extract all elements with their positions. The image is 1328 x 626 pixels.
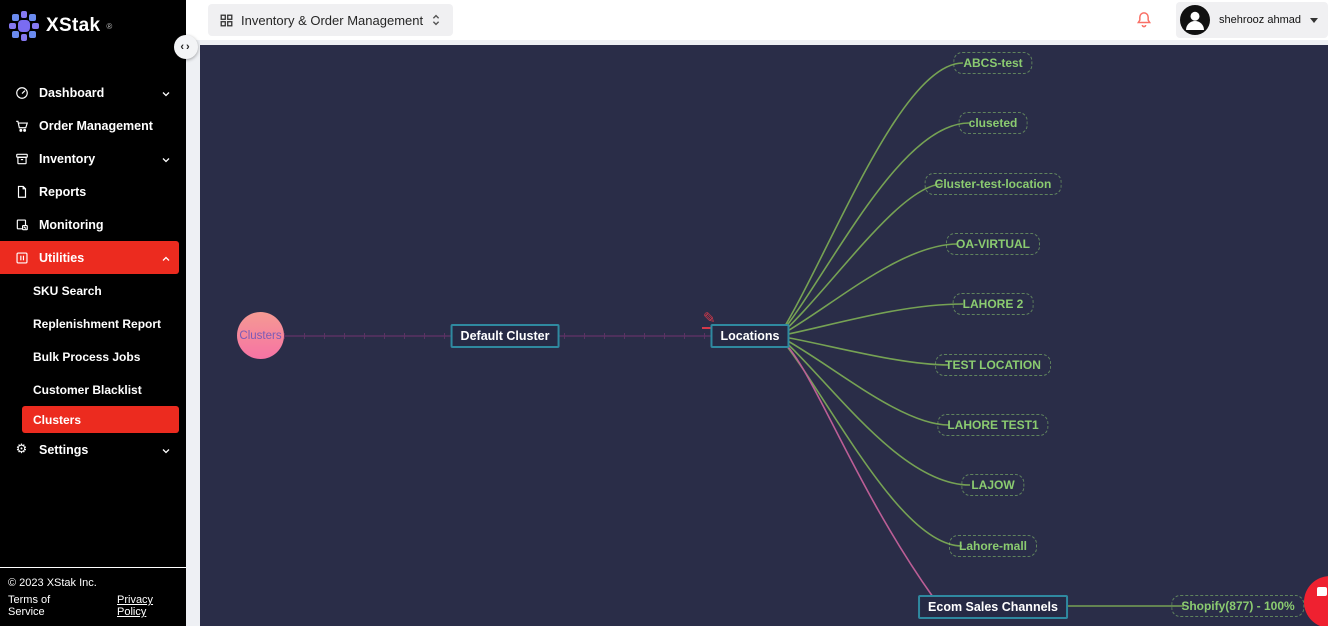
edge-to-ecom-sales-channels bbox=[778, 337, 934, 598]
user-menu[interactable]: shehrooz ahmad bbox=[1176, 2, 1328, 38]
sidebar-nav: Dashboard Order Management Inventory bbox=[0, 76, 186, 466]
sidebar-item-sku-search[interactable]: SKU Search bbox=[0, 274, 186, 307]
gear-icon: ⚙ bbox=[15, 442, 28, 457]
sidebar-item-customer-blacklist[interactable]: Customer Blacklist bbox=[0, 373, 186, 406]
sidebar-item-bulk-process-jobs[interactable]: Bulk Process Jobs bbox=[0, 340, 186, 373]
node-ecom-sales-channels[interactable]: Ecom Sales Channels bbox=[918, 595, 1068, 619]
privacy-policy-link[interactable]: Privacy Policy bbox=[117, 594, 154, 618]
app-switcher-button[interactable]: Inventory & Order Management bbox=[208, 4, 454, 36]
chevron-down-icon bbox=[160, 87, 172, 99]
node-locations[interactable]: Locations bbox=[710, 324, 790, 348]
cart-icon bbox=[14, 118, 29, 133]
location-node-lahore-2[interactable]: LAHORE 2 bbox=[952, 293, 1034, 315]
sidebar-item-inventory[interactable]: Inventory bbox=[0, 142, 186, 175]
caret-down-icon bbox=[1310, 17, 1318, 23]
sidebar-subitem-label: Replenishment Report bbox=[33, 316, 162, 331]
sidebar: XStak ® Dashboard Order Management Inven… bbox=[0, 0, 186, 626]
sidebar-item-clusters[interactable]: Clusters bbox=[22, 406, 179, 433]
edge-to-cluseted bbox=[778, 122, 970, 337]
node-label: Ecom Sales Channels bbox=[928, 600, 1058, 614]
sidebar-item-reports[interactable]: Reports bbox=[0, 175, 186, 208]
sidebar-collapse-toggle[interactable]: ‹› bbox=[174, 35, 198, 59]
terms-of-service-link[interactable]: Terms of Service bbox=[8, 594, 51, 618]
main-area: Inventory & Order Management shehrooz ah… bbox=[186, 0, 1328, 626]
chevron-up-icon bbox=[160, 252, 172, 264]
inventory-icon bbox=[14, 151, 29, 166]
sidebar-subitem-label: Customer Blacklist bbox=[33, 382, 142, 397]
sidebar-item-label: Reports bbox=[39, 184, 87, 199]
sidebar-item-utilities[interactable]: Utilities bbox=[0, 241, 179, 274]
dashboard-icon bbox=[14, 85, 29, 100]
root-node-clusters[interactable]: Clusters bbox=[237, 312, 284, 359]
sidebar-subitem-label: Bulk Process Jobs bbox=[33, 349, 141, 364]
sidebar-subitem-label: SKU Search bbox=[33, 283, 102, 298]
grid-icon bbox=[220, 14, 233, 26]
chevron-down-icon bbox=[160, 444, 172, 456]
chevron-down-icon bbox=[160, 153, 172, 165]
brand-logo[interactable]: XStak ® bbox=[0, 0, 186, 42]
edge-to-lahore-test1 bbox=[778, 335, 950, 426]
location-node-cluster-test-location[interactable]: Cluster-test-location bbox=[924, 173, 1062, 195]
sidebar-item-monitoring[interactable]: Monitoring bbox=[0, 208, 186, 241]
sidebar-item-label: Utilities bbox=[39, 250, 85, 265]
reports-icon bbox=[14, 184, 29, 199]
sidebar-item-label: Order Management bbox=[39, 118, 153, 133]
node-label: Locations bbox=[720, 329, 780, 343]
sidebar-item-label: Dashboard bbox=[39, 85, 105, 100]
location-node-lahore-test1[interactable]: LAHORE TEST1 bbox=[937, 414, 1049, 436]
root-node-label: Clusters bbox=[239, 329, 282, 342]
sidebar-item-replenishment-report[interactable]: Replenishment Report bbox=[0, 307, 186, 340]
sort-arrows-icon bbox=[432, 14, 440, 26]
edge-to-abcs-test bbox=[778, 62, 964, 337]
avatar bbox=[1180, 5, 1211, 35]
location-node-lahore-mall[interactable]: Lahore-mall bbox=[948, 535, 1038, 557]
utilities-icon bbox=[14, 250, 29, 265]
edge-to-test-location bbox=[778, 335, 950, 366]
edit-icon[interactable]: ✎ bbox=[702, 309, 717, 329]
edge-to-lajow bbox=[778, 335, 971, 486]
user-name: shehrooz ahmad bbox=[1219, 14, 1301, 26]
xstak-logo-icon bbox=[9, 11, 39, 41]
collapse-icon: ‹› bbox=[180, 41, 192, 53]
location-node-lajow[interactable]: LAJOW bbox=[961, 474, 1025, 496]
edge-to-lahore-2 bbox=[778, 303, 964, 337]
sidebar-item-order-management[interactable]: Order Management bbox=[0, 109, 186, 142]
sidebar-subitem-label: Clusters bbox=[33, 412, 82, 427]
node-default-cluster[interactable]: Default Cluster bbox=[450, 324, 560, 348]
location-node-abcs-test[interactable]: ABCS-test bbox=[953, 52, 1033, 74]
sidebar-item-label: Monitoring bbox=[39, 217, 104, 232]
brand-name: XStak bbox=[46, 15, 101, 36]
sidebar-footer: © 2023 XStak Inc. Terms of Service Priva… bbox=[0, 567, 186, 626]
app-switcher-label: Inventory & Order Management bbox=[241, 12, 424, 28]
copyright-text: © 2023 XStak Inc. bbox=[8, 577, 97, 589]
sidebar-item-label: Inventory bbox=[39, 151, 96, 166]
sidebar-item-dashboard[interactable]: Dashboard bbox=[0, 76, 186, 109]
location-node-oa-virtual[interactable]: OA-VIRTUAL bbox=[946, 233, 1040, 255]
location-node-test-location[interactable]: TEST LOCATION bbox=[935, 354, 1051, 376]
sidebar-item-settings[interactable]: ⚙ Settings bbox=[0, 433, 186, 466]
location-node-cluseted[interactable]: cluseted bbox=[958, 112, 1028, 134]
topbar: Inventory & Order Management shehrooz ah… bbox=[186, 0, 1328, 40]
monitoring-icon bbox=[14, 217, 29, 232]
sidebar-item-label: Settings bbox=[39, 442, 89, 457]
channel-node-shopify[interactable]: Shopify(877) - 100% bbox=[1171, 595, 1305, 617]
notification-bell-icon[interactable] bbox=[1134, 10, 1154, 30]
node-label: Default Cluster bbox=[460, 329, 550, 343]
edge-to-oa-virtual bbox=[778, 243, 959, 337]
clusters-mindmap-canvas[interactable]: ✎ Clusters Default Cluster Locations Eco… bbox=[200, 45, 1328, 626]
edge-to-cluster-test-location bbox=[778, 183, 944, 337]
brand-mark: ® bbox=[106, 21, 113, 31]
fab-icon bbox=[1317, 587, 1327, 596]
